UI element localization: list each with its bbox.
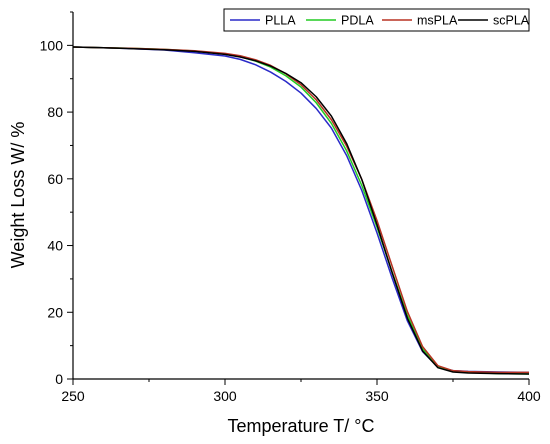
x-tick-label: 400 bbox=[517, 388, 541, 404]
legend-box bbox=[223, 8, 530, 32]
x-axis-title: Temperature T/ °C bbox=[228, 416, 375, 436]
y-tick-label: 100 bbox=[40, 37, 64, 53]
y-tick-label: 80 bbox=[47, 104, 63, 120]
legend-label-scpla: scPLA bbox=[493, 14, 530, 28]
y-axis-title: Weight Loss W/ % bbox=[8, 122, 28, 269]
x-tick-label: 350 bbox=[365, 388, 389, 404]
axes-layer bbox=[72, 12, 529, 380]
y-tick-label: 20 bbox=[47, 304, 63, 320]
ticks-layer: 250 300 350 400 0 20 40 60 80 100 bbox=[40, 11, 541, 404]
legend-label-plla: PLLA bbox=[265, 14, 296, 28]
y-tick-label: 60 bbox=[47, 171, 63, 187]
series-line-pdla bbox=[72, 46, 530, 375]
x-tick-label: 300 bbox=[213, 388, 237, 404]
series-line-plla bbox=[72, 46, 530, 374]
y-tick-label: 0 bbox=[55, 371, 63, 387]
series-line-scpla bbox=[72, 46, 530, 375]
legend-label-mspla: msPLA bbox=[417, 14, 458, 28]
legend: PLLA PDLA msPLA scPLA bbox=[223, 8, 530, 32]
legend-label-pdla: PDLA bbox=[341, 14, 374, 28]
series-layer bbox=[72, 46, 530, 375]
series-line-mspla bbox=[72, 46, 529, 374]
y-tick-label: 40 bbox=[47, 238, 63, 254]
x-tick-label: 250 bbox=[61, 388, 85, 404]
legend-items: PLLA PDLA msPLA scPLA bbox=[230, 14, 530, 28]
